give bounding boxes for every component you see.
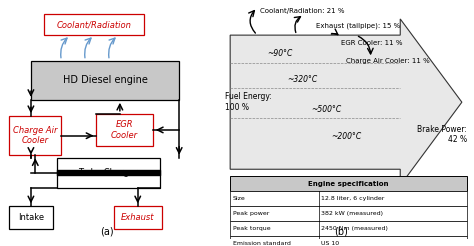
- Text: 382 kW (measured): 382 kW (measured): [321, 211, 383, 216]
- Text: Intake: Intake: [18, 213, 44, 222]
- Text: Coolant/Radiation: Coolant/Radiation: [57, 20, 132, 29]
- FancyBboxPatch shape: [230, 236, 467, 246]
- FancyBboxPatch shape: [114, 206, 162, 229]
- Text: ~200°C: ~200°C: [331, 132, 362, 141]
- Text: 12.8 liter, 6 cylinder: 12.8 liter, 6 cylinder: [321, 196, 385, 201]
- Text: (a): (a): [100, 226, 114, 236]
- FancyBboxPatch shape: [230, 221, 467, 236]
- Text: HD Diesel engine: HD Diesel engine: [63, 75, 147, 85]
- Text: Peak power: Peak power: [233, 211, 269, 216]
- FancyBboxPatch shape: [230, 206, 467, 221]
- Text: ~90°C: ~90°C: [267, 49, 292, 58]
- FancyBboxPatch shape: [230, 191, 467, 206]
- Text: Peak torque: Peak torque: [233, 226, 270, 231]
- Text: EGR Cooler: 11 %: EGR Cooler: 11 %: [341, 40, 402, 46]
- Text: Turbo Charger: Turbo Charger: [79, 168, 138, 177]
- Text: Charge Air Cooler: 11 %: Charge Air Cooler: 11 %: [346, 58, 430, 63]
- Text: Brake Power:
42 %: Brake Power: 42 %: [417, 125, 467, 144]
- Text: Coolant/Radiation: 21 %: Coolant/Radiation: 21 %: [260, 8, 344, 14]
- FancyBboxPatch shape: [230, 176, 467, 191]
- FancyBboxPatch shape: [9, 206, 53, 229]
- Text: Exhaust (tailpipe): 15 %: Exhaust (tailpipe): 15 %: [317, 23, 401, 29]
- Text: (b): (b): [334, 226, 348, 236]
- FancyBboxPatch shape: [31, 61, 179, 100]
- Text: Charge Air
Cooler: Charge Air Cooler: [13, 126, 57, 145]
- Text: EGR
Cooler: EGR Cooler: [111, 120, 138, 140]
- FancyBboxPatch shape: [9, 116, 62, 155]
- FancyBboxPatch shape: [44, 14, 144, 35]
- Text: ~320°C: ~320°C: [287, 75, 317, 84]
- FancyBboxPatch shape: [57, 158, 160, 188]
- Text: Size: Size: [233, 196, 246, 201]
- Text: Exhaust: Exhaust: [121, 213, 155, 222]
- Polygon shape: [230, 19, 462, 185]
- Text: Engine specification: Engine specification: [308, 181, 389, 187]
- Text: ~500°C: ~500°C: [311, 105, 342, 114]
- FancyBboxPatch shape: [96, 114, 153, 146]
- Text: 2450 Nm (measured): 2450 Nm (measured): [321, 226, 388, 231]
- Text: Emission standard: Emission standard: [233, 241, 291, 246]
- Text: Fuel Energy:
100 %: Fuel Energy: 100 %: [225, 92, 272, 112]
- Text: US 10: US 10: [321, 241, 339, 246]
